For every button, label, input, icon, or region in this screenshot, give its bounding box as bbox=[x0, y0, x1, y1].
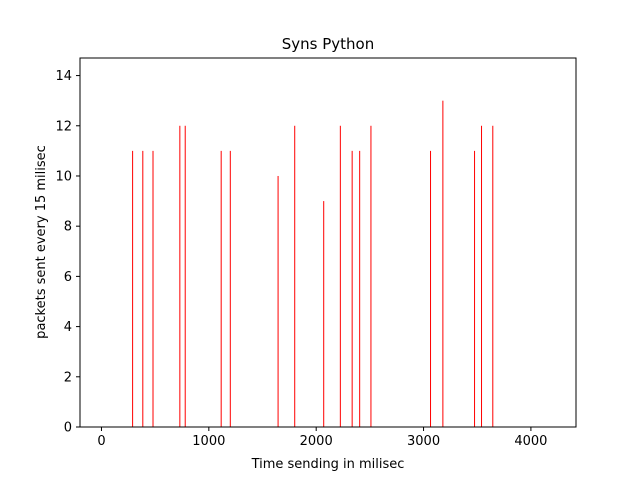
bar bbox=[179, 125, 181, 427]
bar bbox=[492, 125, 494, 427]
bar bbox=[359, 150, 361, 427]
y-tick-label: 10 bbox=[55, 169, 72, 184]
bar bbox=[442, 100, 444, 428]
bar bbox=[339, 125, 341, 427]
bars bbox=[132, 100, 494, 428]
plot-frame bbox=[79, 57, 577, 428]
bar bbox=[351, 150, 353, 427]
bar bbox=[277, 175, 279, 427]
x-tick-label: 1000 bbox=[192, 434, 225, 449]
y-tick-label: 4 bbox=[64, 320, 72, 335]
x-tick-label: 4000 bbox=[514, 434, 547, 449]
y-axis-label: packets sent every 15 milisec bbox=[34, 145, 49, 339]
x-axis-ticks: 0 1000 2000 3000 4000 bbox=[97, 427, 547, 449]
bar bbox=[474, 150, 476, 427]
y-tick-label: 2 bbox=[64, 370, 72, 385]
y-tick-label: 12 bbox=[55, 119, 72, 134]
bar bbox=[142, 150, 144, 427]
bar bbox=[152, 150, 154, 427]
bar bbox=[481, 125, 483, 427]
chart-title: Syns Python bbox=[282, 35, 374, 53]
y-axis-ticks: 0 2 4 6 8 10 12 14 bbox=[55, 69, 80, 436]
x-tick-label: 2000 bbox=[300, 434, 333, 449]
bar bbox=[430, 150, 432, 427]
x-axis-label: Time sending in milisec bbox=[251, 457, 405, 472]
y-tick-label: 6 bbox=[64, 270, 72, 285]
bar bbox=[294, 125, 296, 427]
y-tick-label: 0 bbox=[64, 421, 72, 436]
bar bbox=[370, 125, 372, 427]
bar bbox=[132, 150, 134, 427]
bar bbox=[229, 150, 231, 427]
y-tick-label: 8 bbox=[64, 220, 72, 235]
bar bbox=[220, 150, 222, 427]
y-tick-label: 14 bbox=[55, 69, 72, 84]
bar bbox=[184, 125, 186, 427]
x-tick-label: 3000 bbox=[407, 434, 440, 449]
x-tick-label: 0 bbox=[97, 434, 105, 449]
bar bbox=[323, 201, 325, 427]
